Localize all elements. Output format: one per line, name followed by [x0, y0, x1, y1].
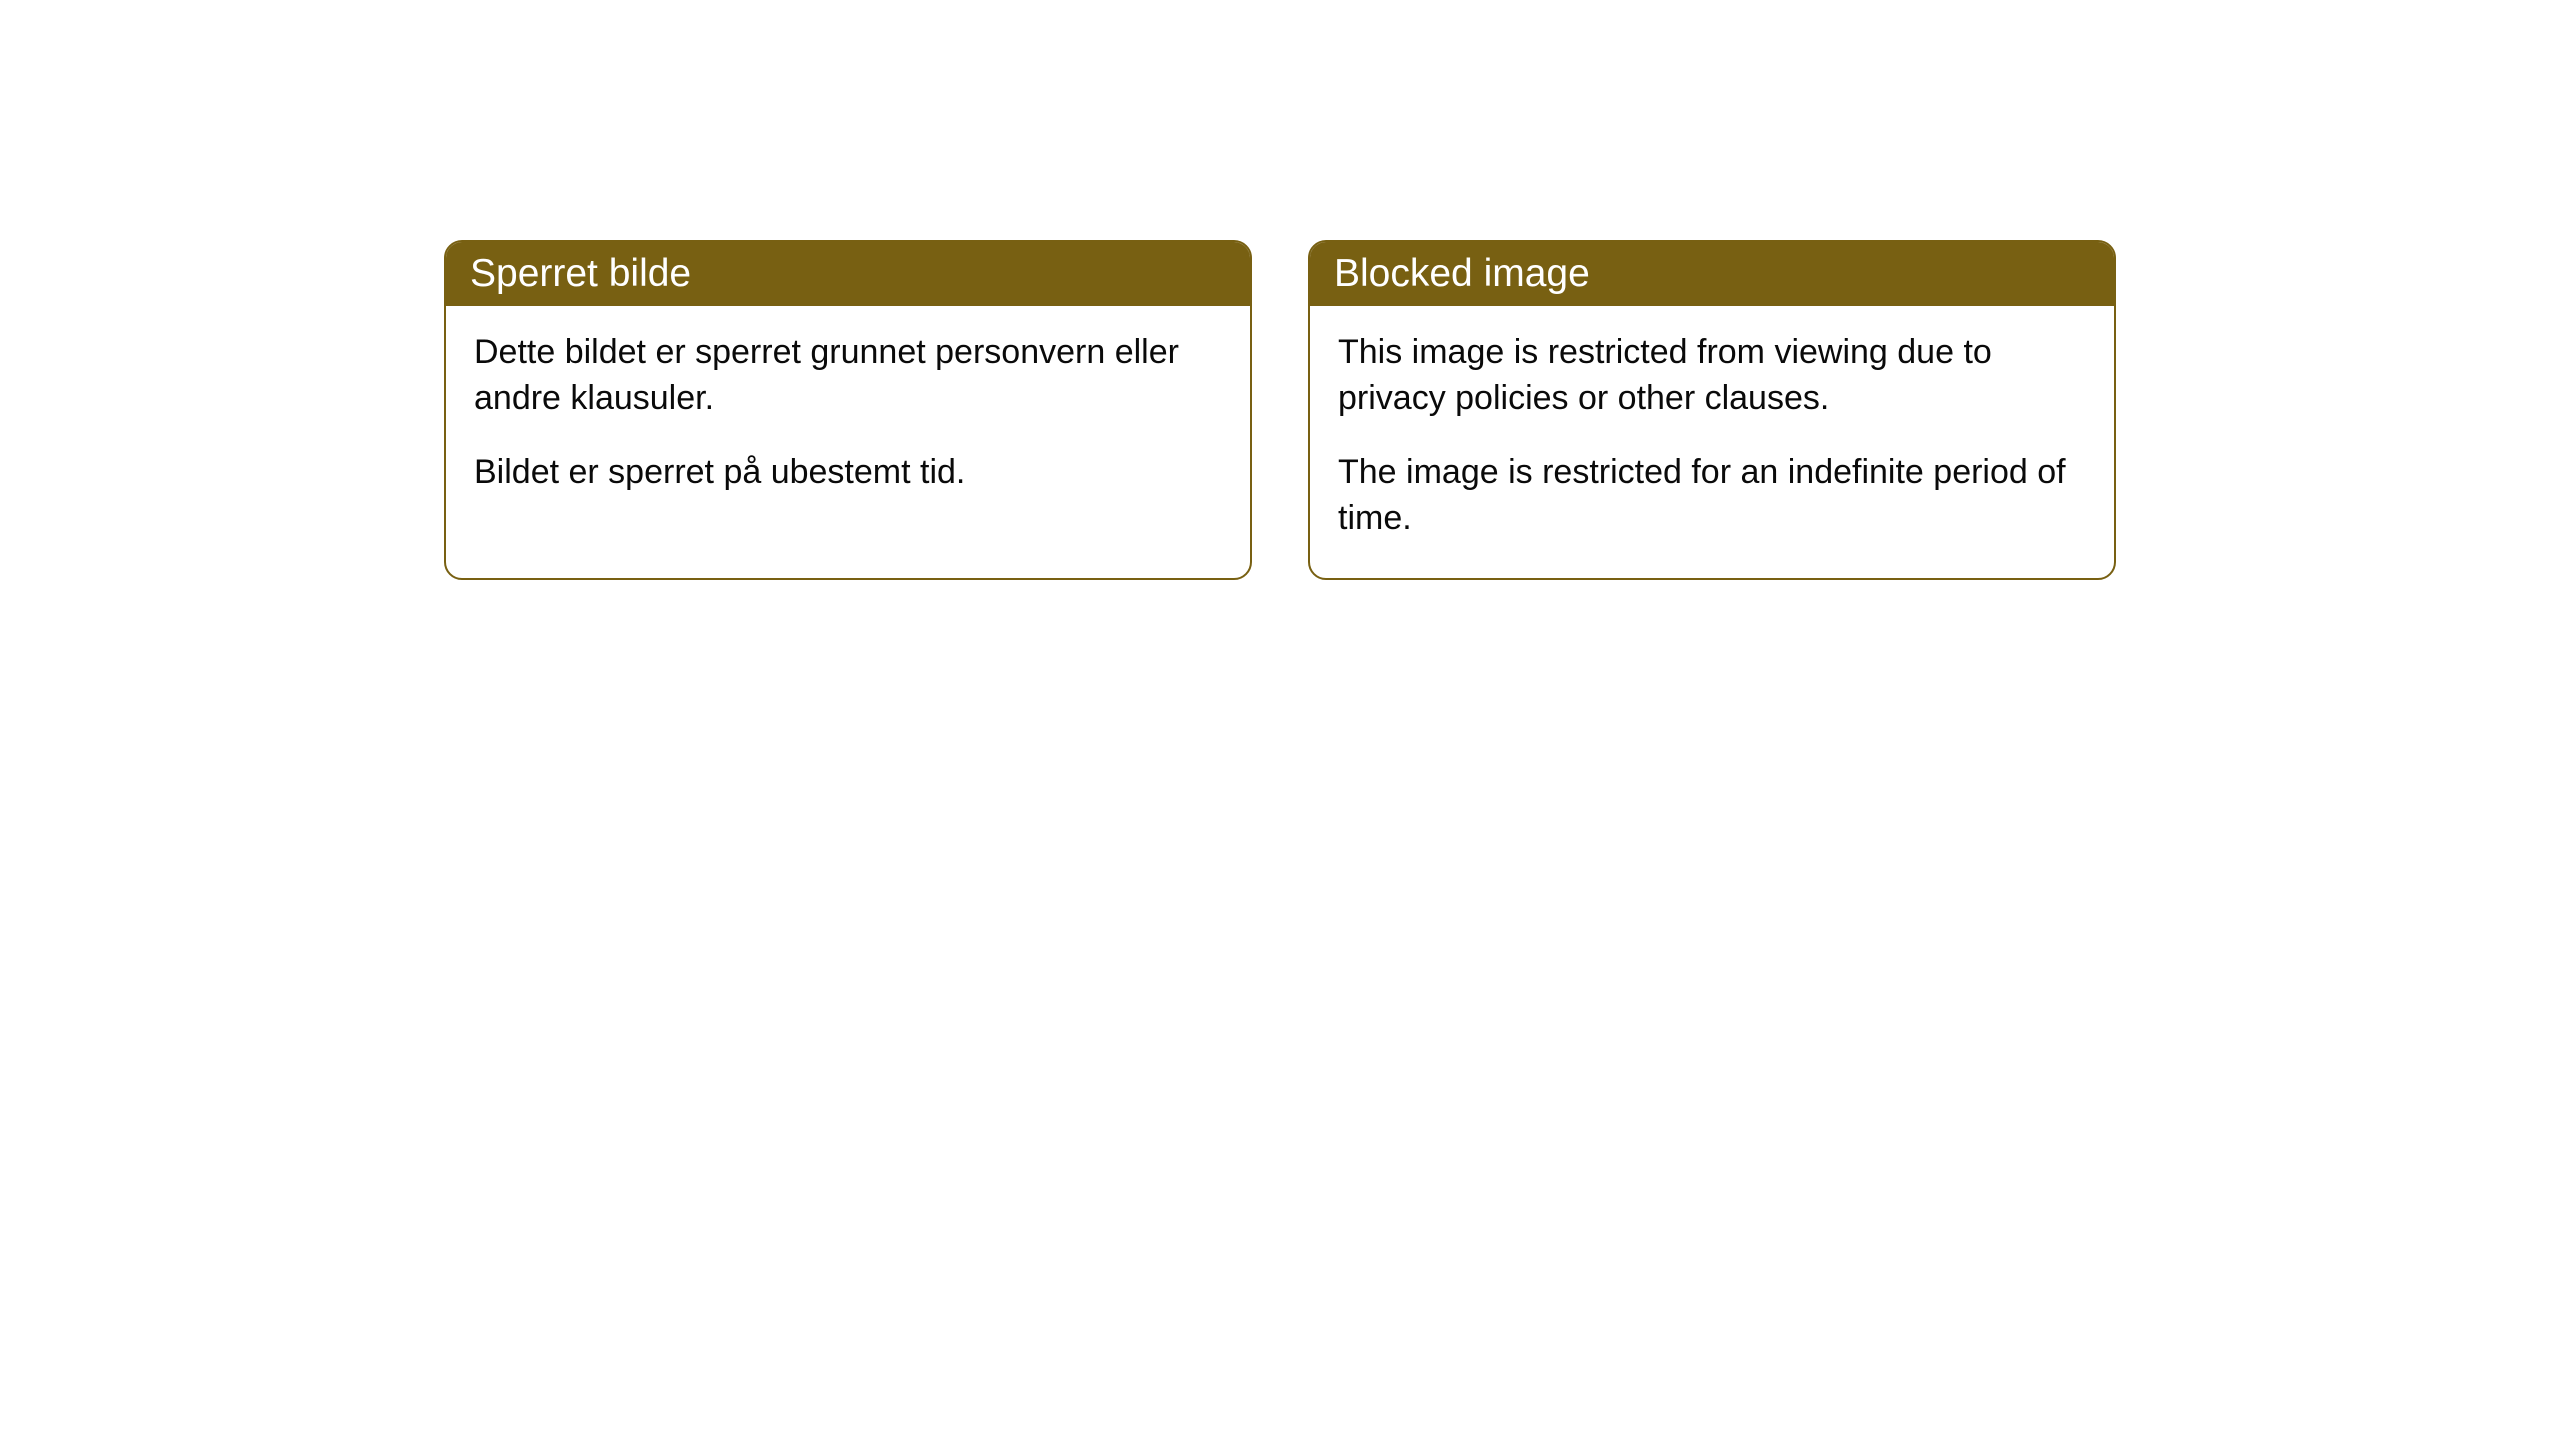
card-paragraph: Dette bildet er sperret grunnet personve…: [474, 330, 1222, 422]
card-norwegian: Sperret bilde Dette bildet er sperret gr…: [444, 240, 1252, 580]
card-paragraph: The image is restricted for an indefinit…: [1338, 450, 2086, 542]
card-header-norwegian: Sperret bilde: [446, 242, 1250, 306]
card-body-english: This image is restricted from viewing du…: [1310, 306, 2114, 578]
card-english: Blocked image This image is restricted f…: [1308, 240, 2116, 580]
card-header-english: Blocked image: [1310, 242, 2114, 306]
card-paragraph: This image is restricted from viewing du…: [1338, 330, 2086, 422]
card-body-norwegian: Dette bildet er sperret grunnet personve…: [446, 306, 1250, 532]
cards-container: Sperret bilde Dette bildet er sperret gr…: [0, 240, 2560, 580]
card-paragraph: Bildet er sperret på ubestemt tid.: [474, 450, 1222, 496]
